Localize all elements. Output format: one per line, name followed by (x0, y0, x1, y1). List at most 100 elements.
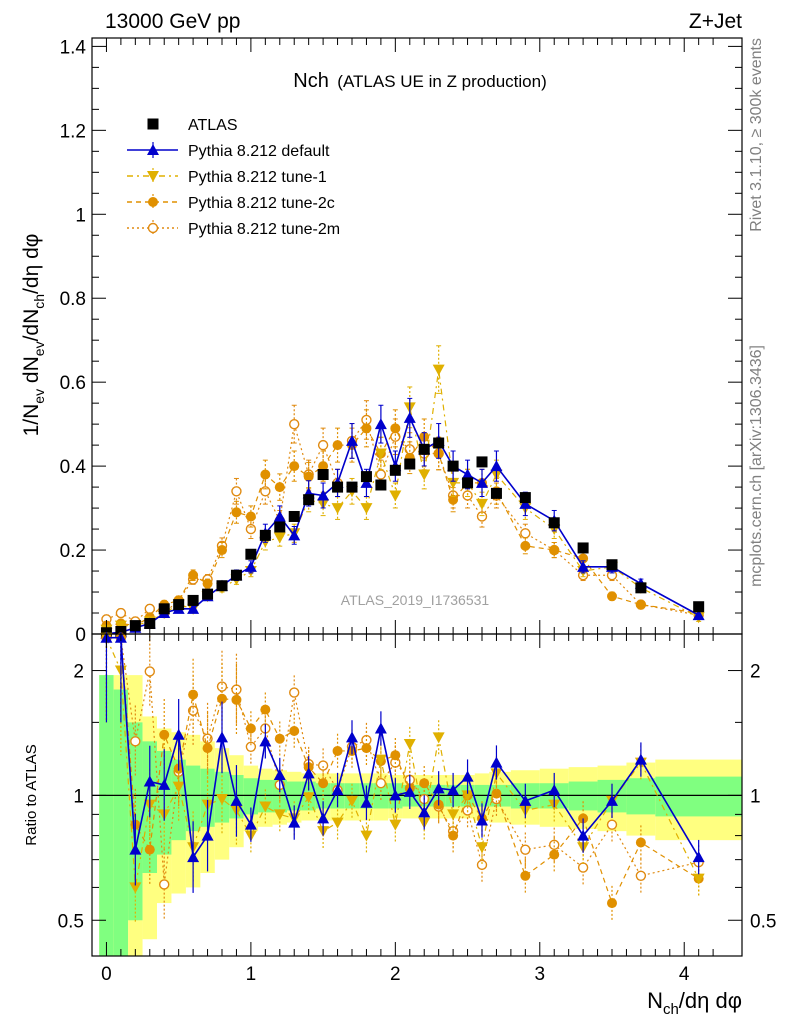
legend-label: Pythia 8.212 tune-1 (188, 169, 327, 186)
data-point-tune2m (144, 603, 155, 615)
data-point-tune1 (331, 503, 344, 515)
main-ytick-label: 1.4 (60, 37, 87, 58)
main-title: Nch (ATLAS UE in Z production) (293, 70, 546, 92)
ratio-point-default (143, 775, 156, 787)
data-point-default (519, 497, 532, 509)
data-point-atlas (433, 437, 445, 449)
legend-marker (147, 171, 159, 182)
ratio-point-default (259, 735, 272, 747)
data-point-default (461, 468, 474, 480)
ratio-point-tune2m (289, 687, 300, 698)
ratio-line-default (106, 636, 700, 860)
analysis-id: ATLAS_2019_I1736531 (341, 592, 490, 608)
ratio-point-tune1 (432, 732, 445, 744)
ylabel-sub: ev (31, 341, 47, 356)
ratio-point-tune1 (360, 830, 373, 842)
ratio-point-tune2m (245, 741, 257, 752)
data-point-atlas (476, 456, 488, 468)
main-ytick-label: 0.2 (60, 541, 86, 562)
ratio-point-tune2c (635, 837, 646, 848)
ratio-xtick-label: 0 (101, 964, 112, 985)
uncertainty-band-inner (113, 689, 129, 956)
data-point-tune2m (260, 486, 271, 497)
data-point-tune1 (273, 532, 286, 544)
data-point-tune2m (115, 607, 127, 619)
data-point-atlas (129, 620, 141, 632)
data-point-atlas (519, 492, 531, 504)
legend-marker (147, 118, 159, 130)
data-point-tune2c (188, 570, 199, 581)
ratio-series-default (100, 631, 705, 893)
ratio-ytick-label-right: 1 (750, 786, 761, 807)
data-point-tune1 (418, 469, 431, 481)
data-point-default (244, 560, 257, 572)
ratio-point-default (519, 794, 532, 806)
ratio-point-default (317, 812, 330, 824)
data-point-atlas (577, 542, 589, 554)
ratio-point-default (490, 756, 503, 768)
ratio-point-tune2c (361, 743, 372, 754)
series-line-default (106, 415, 700, 635)
ratio-point-tune2c (419, 778, 430, 789)
uncertainty-band-inner (626, 778, 656, 815)
data-point-atlas (216, 580, 228, 592)
ratio-point-tune2m (144, 666, 155, 677)
main-ylabel: 1/Nev dNev/dNch/dη dφ (20, 234, 47, 437)
ratio-point-tune1 (374, 754, 387, 766)
data-point-tune2m (462, 490, 473, 501)
data-point-atlas (635, 582, 647, 594)
ratio-point-tune2m (549, 839, 560, 851)
xlabel-part: /dη dφ (679, 988, 742, 1013)
ratio-point-tune1 (476, 842, 488, 854)
data-point-atlas (230, 569, 242, 581)
data-point-tune2m (476, 511, 488, 522)
data-point-atlas (245, 548, 257, 560)
data-point-tune1 (389, 490, 402, 502)
ratio-ytick-label: 1 (73, 786, 84, 807)
ratio-point-default (187, 851, 200, 863)
ratio-point-tune2c (274, 733, 285, 744)
data-point-tune2m (520, 528, 531, 539)
ylabel-sub: ev (31, 389, 47, 404)
data-point-default (577, 560, 590, 572)
data-point-atlas (144, 618, 156, 630)
series-line-tune1 (106, 369, 699, 631)
ratio-point-default (158, 778, 171, 790)
data-point-tune2c (260, 469, 271, 480)
ratio-point-tune1 (129, 882, 142, 894)
data-point-atlas (288, 510, 300, 522)
main-title-main: Nch (293, 70, 329, 92)
ylabel-part: /dN (20, 309, 43, 342)
ratio-point-tune1 (461, 790, 474, 802)
legend-label: ATLAS (188, 117, 238, 134)
data-point-atlas (317, 469, 329, 481)
ratio-point-tune1 (259, 801, 272, 813)
data-point-tune2c (549, 545, 560, 556)
data-point-atlas (202, 588, 214, 600)
ratio-point-tune1 (273, 809, 286, 821)
data-point-tune2m (231, 486, 242, 497)
ratio-point-default (230, 794, 243, 806)
legend-marker (147, 222, 159, 234)
uncertainty-band-inner (655, 776, 742, 817)
legend-label: Pythia 8.212 default (188, 143, 330, 160)
ratio-point-tune2m (476, 859, 488, 871)
ratio-point-tune2c (202, 743, 213, 754)
ratio-point-tune2m (159, 879, 170, 890)
ylabel-part: dN (20, 356, 43, 389)
data-point-default (490, 460, 503, 472)
main-ytick-label: 1.2 (60, 121, 86, 142)
ratio-point-default (461, 770, 474, 782)
ratio-point-tune2m (577, 862, 589, 873)
ratio-point-tune1 (172, 781, 185, 793)
ratio-point-default (692, 851, 705, 863)
ratio-point-default (216, 731, 228, 743)
ratio-point-tune1 (216, 794, 228, 806)
data-point-atlas (389, 464, 401, 476)
ratio-point-tune1 (447, 809, 460, 821)
ratio-ytick-label-right: 0.5 (750, 911, 776, 932)
data-point-tune1 (476, 498, 488, 510)
ratio-point-default (403, 785, 416, 797)
ratio-point-tune2c (231, 694, 242, 705)
